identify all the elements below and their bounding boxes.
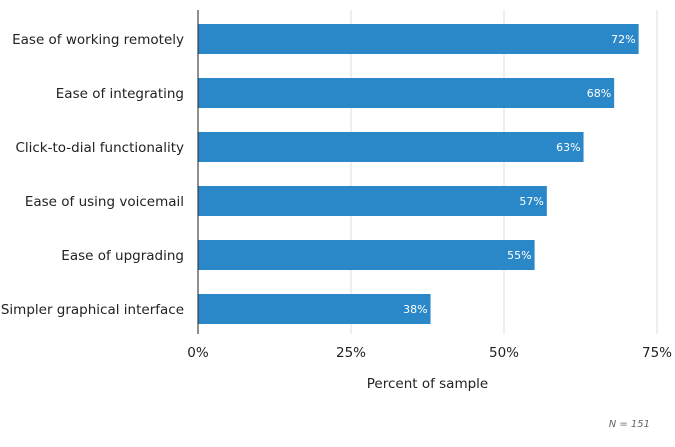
gridlines (350, 10, 658, 334)
bar (198, 240, 535, 270)
bar (198, 294, 431, 324)
bars (198, 24, 639, 324)
category-label: Click-to-dial functionality (15, 140, 184, 156)
sample-size-note: N = 151 (609, 419, 650, 430)
bar (198, 78, 615, 108)
x-tick-label: 25% (336, 345, 366, 361)
bar-value-label: 68% (587, 87, 611, 100)
category-labels: Ease of working remotely Ease of integrat… (1, 32, 184, 318)
x-tick-label: 50% (489, 345, 519, 361)
category-label: Ease of working remotely (12, 32, 184, 48)
bar-value-label: 63% (556, 141, 580, 154)
category-label: Ease of using voicemail (25, 194, 184, 210)
bar-value-label: 72% (611, 33, 635, 46)
x-tick-label: 0% (187, 345, 209, 361)
x-axis-ticks: 0% 25% 50% 75% (187, 345, 672, 361)
category-label: Simpler graphical interface (1, 302, 184, 318)
bar-value-label: 38% (403, 303, 427, 316)
x-axis-title: Percent of sample (367, 376, 488, 392)
category-label: Ease of integrating (56, 86, 184, 102)
category-label: Ease of upgrading (61, 248, 184, 264)
bar (198, 132, 584, 162)
bar-value-label: 55% (507, 249, 531, 262)
value-labels: 72% 68% 63% 57% 55% 38% (403, 33, 636, 316)
bar (198, 24, 639, 54)
bar-value-label: 57% (519, 195, 543, 208)
x-tick-label: 75% (642, 345, 672, 361)
bar (198, 186, 547, 216)
